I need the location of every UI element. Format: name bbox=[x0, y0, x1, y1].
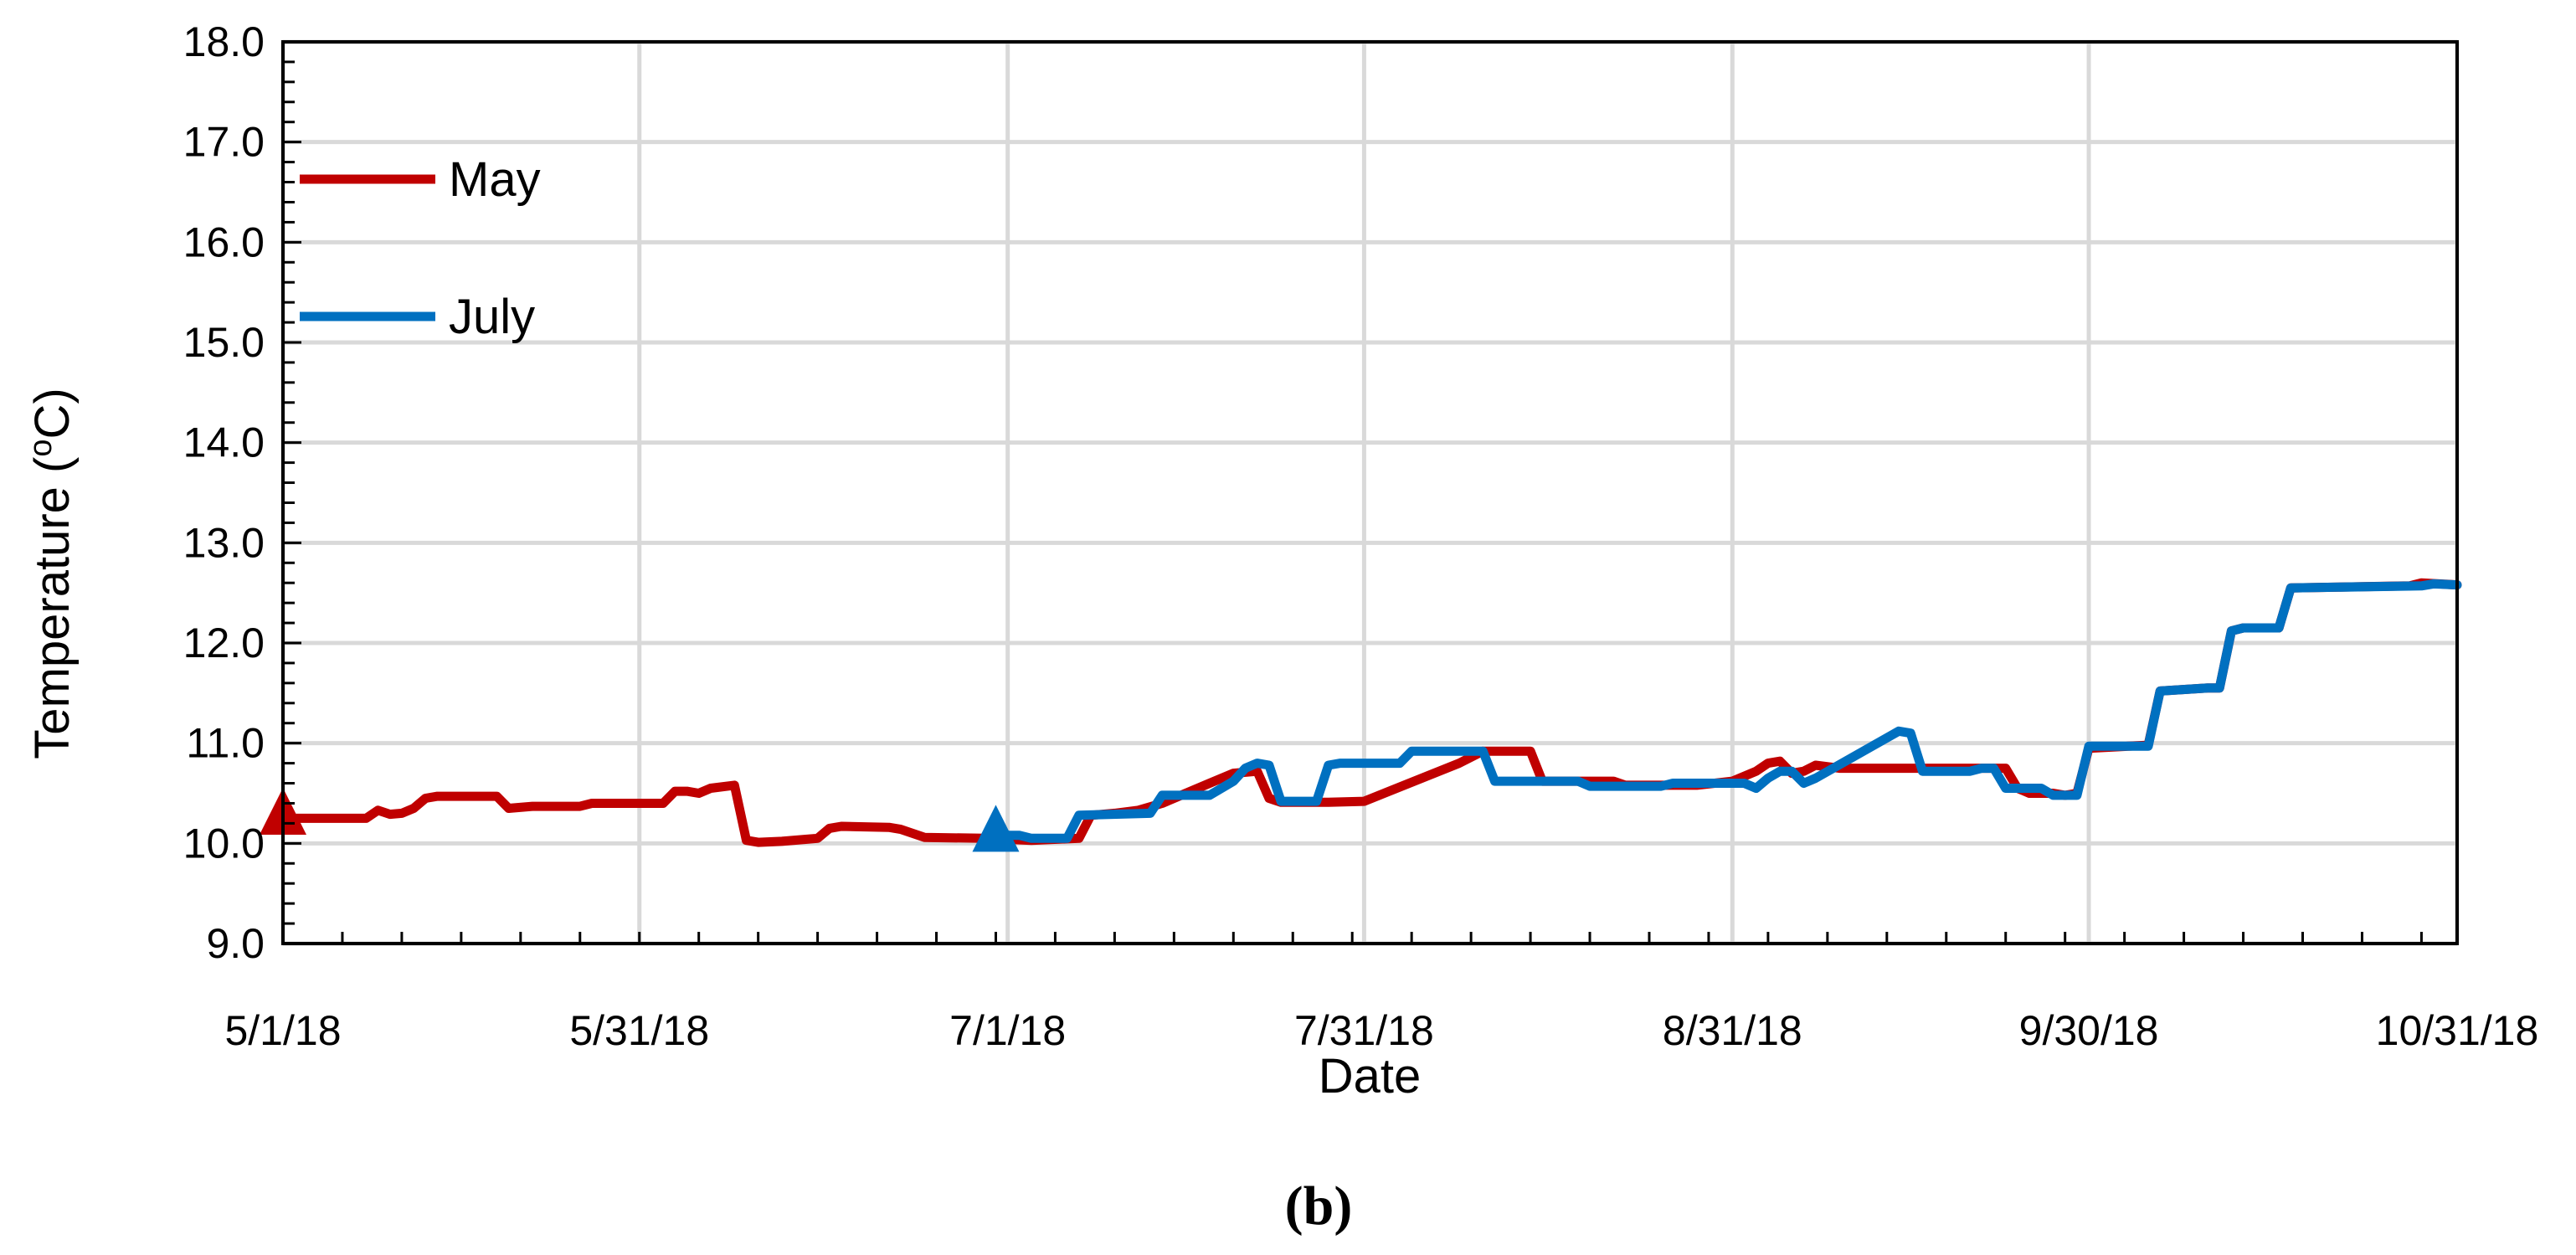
y-axis-title-unit: C) bbox=[25, 388, 80, 439]
gridlines bbox=[280, 39, 2460, 946]
y-axis-title: Temperature (oC) bbox=[23, 388, 80, 759]
tick-labels: 9.0 10.0 11.0 12.0 13.0 14.0 15.0 16.0 17.0 18.0 5… bbox=[183, 18, 2539, 1054]
y-axis-title-main: Temperature ( bbox=[25, 457, 80, 759]
y-tick-label: 13.0 bbox=[183, 519, 265, 566]
start-marker-july bbox=[972, 805, 1020, 852]
y-tick-label: 12.0 bbox=[183, 620, 265, 666]
x-axis-title: Date bbox=[1319, 1049, 1422, 1103]
plot-frame bbox=[281, 40, 2459, 945]
x-tick-label: 5/31/18 bbox=[569, 1007, 709, 1054]
y-tick-label: 15.0 bbox=[183, 319, 265, 366]
x-tick-label: 5/1/18 bbox=[224, 1007, 341, 1054]
y-tick-label: 11.0 bbox=[186, 720, 265, 767]
y-tick-label: 9.0 bbox=[206, 920, 265, 967]
x-tick-label: 7/1/18 bbox=[949, 1007, 1066, 1054]
axes bbox=[281, 40, 2459, 945]
y-tick-label: 10.0 bbox=[183, 820, 265, 867]
y-axis-title-superscript: o bbox=[23, 440, 59, 457]
panel-label: (b) bbox=[1285, 1175, 1353, 1237]
legend-label-july: July bbox=[449, 290, 535, 344]
y-tick-label: 18.0 bbox=[183, 18, 265, 65]
y-tick-label: 16.0 bbox=[183, 219, 265, 265]
legend: May July bbox=[300, 152, 541, 344]
legend-label-may: May bbox=[449, 152, 541, 207]
x-tick-label: 8/31/18 bbox=[1663, 1007, 1802, 1054]
y-tick-label: 17.0 bbox=[183, 119, 265, 166]
axis-ticks bbox=[281, 40, 2423, 945]
x-tick-label: 9/30/18 bbox=[2019, 1007, 2159, 1054]
series-line-may bbox=[278, 578, 2462, 847]
series-line-july bbox=[991, 579, 2462, 843]
y-tick-label: 14.0 bbox=[183, 419, 265, 466]
x-tick-label: 10/31/18 bbox=[2376, 1007, 2539, 1054]
x-tick-label: 7/31/18 bbox=[1294, 1007, 1434, 1054]
series-lines bbox=[278, 578, 2462, 847]
